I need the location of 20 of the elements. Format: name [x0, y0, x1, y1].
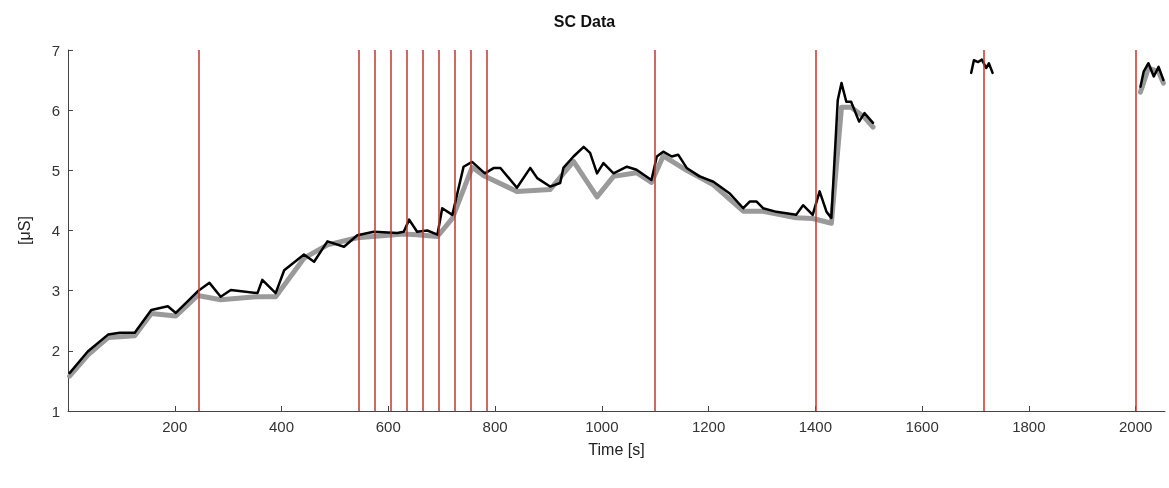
y-axis-title: [μS]	[15, 216, 33, 245]
x-tick-label: 200	[162, 418, 188, 435]
y-tick-label: 1	[51, 402, 60, 420]
x-tick-label: 800	[482, 418, 508, 435]
y-tick-label: 2	[51, 342, 60, 360]
y-tick-label: 4	[51, 222, 60, 239]
x-axis-title: Time [s]	[588, 440, 645, 458]
x-tick-label: 1400	[798, 418, 833, 435]
x-tick-label: 1000	[585, 418, 619, 435]
x-tick-label: 600	[375, 418, 401, 435]
y-tick-label: 3	[51, 282, 60, 300]
y-tick-label: 7	[51, 41, 60, 59]
y-tick-label: 5	[51, 161, 60, 179]
chart-title: SC Data	[553, 12, 616, 30]
x-tick-label: 2000	[1118, 418, 1153, 435]
y-tick-label: 6	[51, 101, 60, 119]
x-tick-label: 1200	[691, 418, 726, 435]
x-tick-label: 1800	[1012, 418, 1046, 435]
x-tick-label: 400	[269, 418, 295, 435]
x-tick-label: 1600	[905, 418, 939, 435]
